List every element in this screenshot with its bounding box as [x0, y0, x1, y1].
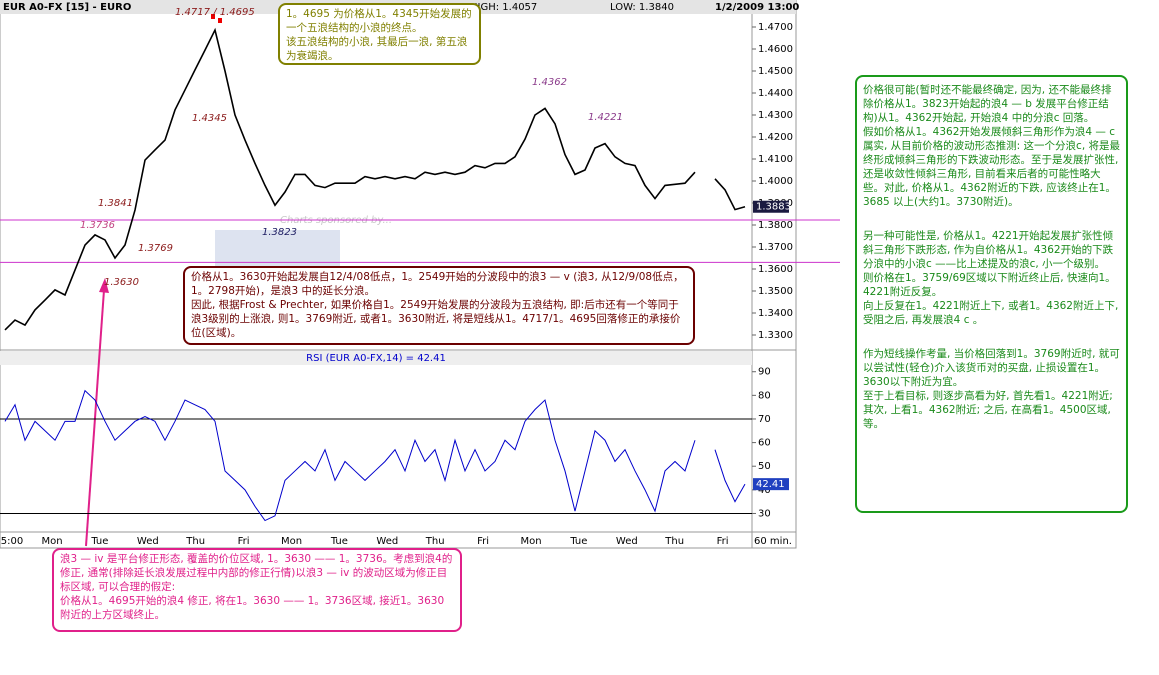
y-tick-label: 1.4700	[758, 22, 793, 33]
note-text: 价格从1。3630开始起发展自12/4/08低点，1。2549开始的分波段中的浪…	[191, 271, 684, 297]
price-line	[714, 449, 746, 503]
y-tick-label: 1.3800	[758, 220, 793, 231]
note-text: 因此, 根据Frost & Prechter, 如果价格自1。2549开始发展的…	[191, 299, 681, 339]
note-text: 向上反复在1。4221附近上下, 或者1。4362附近上下, 受阻之后, 再发展…	[863, 300, 1119, 326]
price-line	[4, 27, 696, 331]
x-tick-label: Fri	[477, 536, 489, 547]
wave-label: 1.4221	[588, 112, 623, 123]
note-text: 则价格在1。3759/69区域以下附近终止后, 快速向1。4221附近反复。	[863, 272, 1116, 298]
x-tick-label: Mon	[41, 536, 62, 547]
y-tick-label: 40	[758, 485, 771, 496]
last-value-box	[753, 200, 789, 213]
high: HIGH: 1.4057	[470, 2, 537, 13]
y-tick-label: 1.4600	[758, 44, 793, 55]
note-text: 作为短线操作考量, 当价格回落到1。3769附近时, 就可以尝试性(轻仓)介入该…	[863, 348, 1120, 388]
x-tick-label: Thu	[425, 536, 445, 547]
y-tick-label: 1.3300	[758, 330, 793, 341]
symbol: EUR A0-FX [15] - EURO	[3, 2, 131, 13]
note-text: 价格从1。4695开始的浪4 修正, 将在1。3630 —— 1。3736区域,…	[60, 595, 445, 621]
y-tick-label: 1.3400	[758, 308, 793, 319]
wave-label: 1.3823	[262, 227, 297, 238]
wave-label: 1.4717 / 1.4695	[175, 7, 255, 18]
x-tick-label: Wed	[376, 536, 398, 547]
y-tick-label: 1.4500	[758, 66, 793, 77]
note-top: 1。4695 为价格从1。4345开始发展的一个五浪结构的小浪的终点。 该五浪结构…	[278, 3, 481, 65]
x-tick-label: Wed	[616, 536, 638, 547]
x-tick-label: Thu	[185, 536, 205, 547]
x-tick-label: Mon	[281, 536, 302, 547]
y-tick-label: 30	[758, 508, 771, 519]
wave-label: 1.3769	[138, 243, 173, 254]
x-tick-label: 5:00	[1, 536, 23, 547]
x-tick-label: Tue	[330, 536, 348, 547]
y-tick-label: 1.3700	[758, 242, 793, 253]
x-tick-label: Tue	[569, 536, 587, 547]
note-text: 浪3 — iv 是平台修正形态, 覆盖的价位区域, 1。3630 —— 1。37…	[60, 553, 453, 593]
y-tick-label: 90	[758, 367, 771, 378]
note-text: 假如价格从1。4362开始发展倾斜三角形作为浪4 — c 属实, 从目前价格的波…	[863, 126, 1120, 208]
low: LOW: 1.3840	[610, 2, 674, 13]
x-tick-label: Thu	[664, 536, 684, 547]
note-middle: 价格从1。3630开始起发展自12/4/08低点，1。2549开始的分波段中的浪…	[183, 266, 695, 345]
wave-label: 1.3630	[104, 277, 139, 288]
y-tick-label: 1.4000	[758, 176, 793, 187]
y-tick-label: 1.3600	[758, 264, 793, 275]
last-value-label: 1.3883	[756, 202, 791, 213]
note-text: 1。4695 为价格从1。4345开始发展的一个五浪结构的小浪的终点。	[286, 8, 472, 34]
x-tick-label: Fri	[238, 536, 250, 547]
note-text: 价格很可能(暂时还不能最终确定, 因为, 还不能最终排除价格从1。3823开始起…	[863, 84, 1112, 124]
x-tick-label: 60 min.	[754, 536, 792, 547]
note-text: 至于上看目标, 则逐步高看为好, 首先看1。4221附近; 其次, 上看1。43…	[863, 390, 1113, 430]
y-tick-label: 1.3500	[758, 286, 793, 297]
wave-label: 1.3736	[80, 220, 115, 231]
x-tick-label: Tue	[90, 536, 108, 547]
y-tick-label: 60	[758, 438, 771, 449]
note-text: 该五浪结构的小浪, 其最后一浪, 第五浪为衰竭浪。	[286, 36, 468, 62]
price-line	[4, 389, 696, 522]
x-tick-label: Wed	[137, 536, 159, 547]
y-tick-label: 80	[758, 390, 771, 401]
wave-label: 1.4345	[192, 113, 227, 124]
last-value-label: 42.41	[756, 479, 785, 490]
y-tick-label: 1.4400	[758, 88, 793, 99]
wave-label: 1.4362	[532, 77, 567, 88]
price-line	[714, 178, 746, 211]
y-tick-label: 1.4100	[758, 154, 793, 165]
note-text: 另一种可能性是, 价格从1。4221开始起发展扩张性倾斜三角形下跌形态, 作为自…	[863, 230, 1114, 270]
y-tick-label: 1.4300	[758, 110, 793, 121]
marker	[218, 18, 222, 23]
last-value-box	[753, 478, 789, 491]
y-tick-label: 50	[758, 461, 771, 472]
logo	[215, 230, 340, 270]
sponsor: Charts sponsored by...	[280, 215, 392, 226]
x-tick-label: Mon	[520, 536, 541, 547]
note-right: 价格很可能(暂时还不能最终确定, 因为, 还不能最终排除价格从1。3823开始起…	[855, 75, 1128, 513]
x-tick-label: Fri	[717, 536, 729, 547]
rsi-title: RSI (EUR A0-FX,14) = 42.41	[306, 353, 446, 364]
arrow-head	[99, 278, 109, 293]
marker	[211, 14, 215, 19]
note-bottom: 浪3 — iv 是平台修正形态, 覆盖的价位区域, 1。3630 —— 1。37…	[52, 548, 462, 632]
y-tick-label: 70	[758, 414, 771, 425]
wave-label: 1.3841	[98, 198, 133, 209]
y-tick-label: 1.4200	[758, 132, 793, 143]
rsi-title-bar	[0, 351, 752, 365]
arrow	[85, 289, 105, 547]
datetime: 1/2/2009 13:00	[715, 2, 799, 13]
